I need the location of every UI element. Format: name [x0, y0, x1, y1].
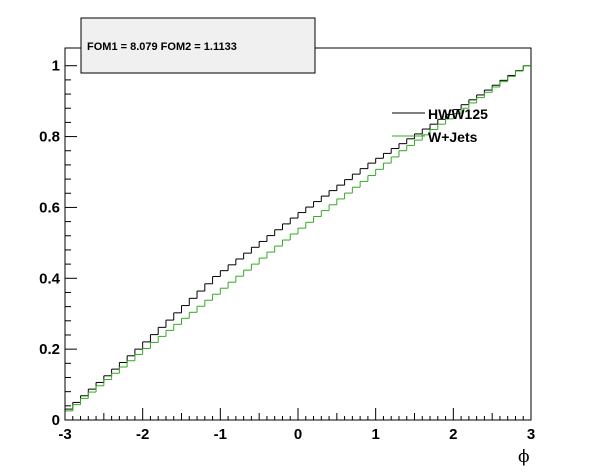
x-tick-label: -1 — [214, 426, 227, 443]
y-tick-label: 0.6 — [39, 199, 60, 216]
x-tick-label: -3 — [58, 426, 71, 443]
y-tick-label: 0.8 — [39, 129, 60, 146]
x-tick-label: 2 — [449, 426, 457, 443]
x-tick-label: -2 — [136, 426, 149, 443]
y-tick-label: 0.4 — [39, 270, 61, 287]
legend-label-wjets: W+Jets — [428, 129, 478, 145]
x-tick-label: 3 — [527, 426, 535, 443]
y-tick-label: 0.2 — [39, 341, 60, 358]
y-tick-label: 1 — [52, 58, 60, 75]
x-tick-label: 1 — [371, 426, 379, 443]
legend-label-hww125: HWW125 — [428, 106, 488, 122]
stats-box: FOM1 = 8.079 FOM2 = 1.1133 — [81, 18, 315, 73]
y-tick-label: 0 — [52, 412, 60, 429]
x-axis-title: ϕ — [518, 447, 530, 467]
stats-box-text: FOM1 = 8.079 FOM2 = 1.1133 — [87, 41, 237, 53]
x-tick-label: 0 — [294, 426, 302, 443]
